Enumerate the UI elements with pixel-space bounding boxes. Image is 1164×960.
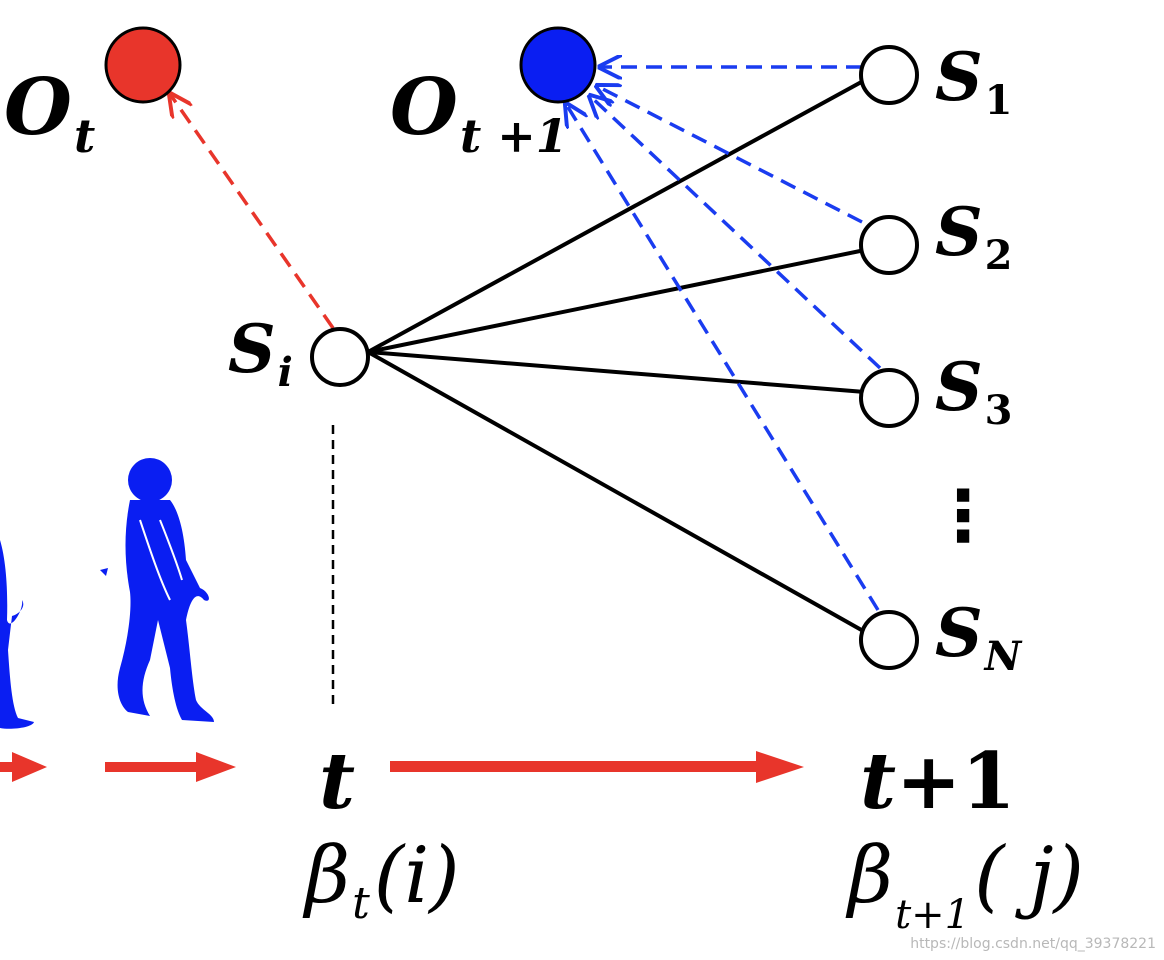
emission-lines	[170, 67, 882, 611]
time-t-label: t	[319, 736, 355, 827]
transition-line-s1	[367, 78, 866, 354]
observation-t-label: Ot	[4, 62, 95, 163]
time-arrow-1-shaft	[105, 762, 200, 772]
state-s1-node	[859, 45, 919, 105]
state-sn-label: SN	[935, 594, 1023, 680]
state-s2-node	[859, 215, 919, 275]
state-sn-node	[859, 610, 919, 670]
time-t1-label: t+1	[860, 736, 1016, 827]
time-arrow-partial-shaft	[0, 762, 12, 772]
walker-figure-outline	[139, 519, 183, 601]
watermark-text: https://blog.csdn.net/qq_39378221	[910, 936, 1156, 952]
observation-t1-node	[519, 26, 597, 104]
transition-line-sn	[367, 350, 866, 634]
time-arrow-2-shaft	[390, 761, 760, 772]
state-s1-label: S1	[935, 38, 1013, 124]
emission-blue-line-s3	[590, 96, 882, 370]
state-s3-node	[859, 368, 919, 428]
walker-figure	[100, 458, 214, 722]
time-arrow-partial-head	[12, 752, 47, 782]
beta-t1-label: βt+1( j)	[845, 831, 1084, 938]
transition-line-s2	[367, 248, 866, 354]
time-arrow-1-head	[196, 752, 236, 782]
observation-t-node	[104, 26, 182, 104]
emission-red-line	[170, 94, 335, 330]
state-s2-label: S2	[935, 193, 1013, 279]
time-arrows	[0, 751, 804, 783]
emission-blue-line-sn	[566, 104, 880, 611]
states-ellipsis: ⋮	[928, 475, 998, 557]
walker-figure-partial	[0, 540, 34, 729]
state-si-label: Si	[228, 310, 293, 396]
state-si-node	[310, 327, 370, 387]
time-arrow-2-head	[756, 751, 804, 783]
transition-lines	[367, 78, 866, 634]
transition-line-s3	[367, 350, 866, 394]
beta-t-label: βt(i)	[302, 831, 460, 929]
state-s3-label: S3	[935, 348, 1013, 434]
observation-t1-label: Ot +1	[390, 62, 568, 163]
